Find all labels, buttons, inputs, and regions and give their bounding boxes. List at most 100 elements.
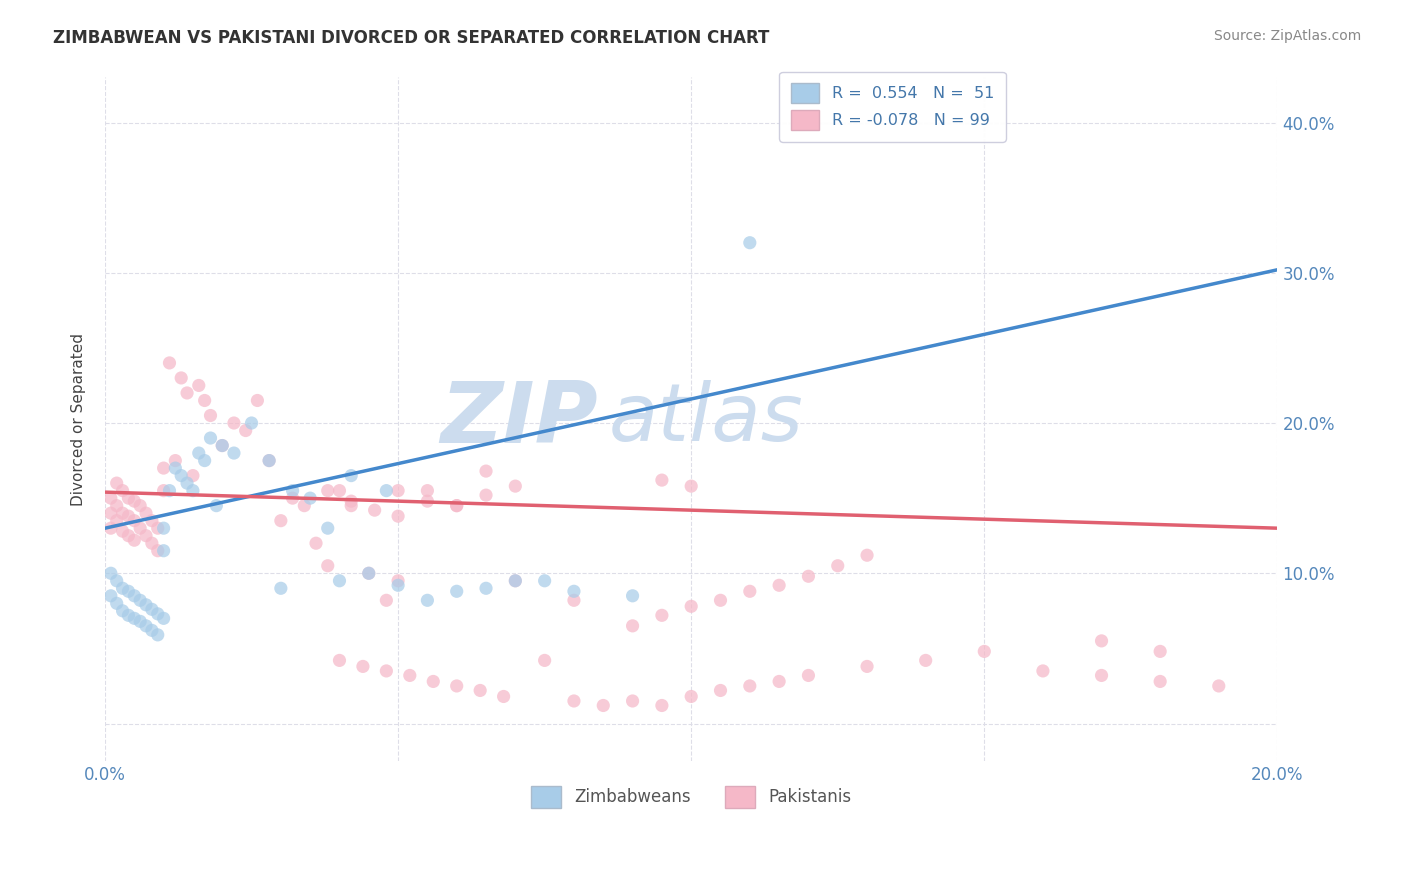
Point (375, 593, 398, 607)
Point (141, 536, 163, 550)
Point (562, 584, 585, 599)
Point (200, 431, 222, 445)
Point (352, 659, 374, 673)
Y-axis label: Divorced or Separated: Divorced or Separated (72, 333, 86, 506)
Point (117, 608, 139, 623)
Point (170, 371, 193, 385)
Point (446, 679, 468, 693)
Point (621, 619, 644, 633)
Point (768, 578, 790, 592)
Point (246, 393, 269, 408)
Point (357, 566, 380, 581)
Point (152, 521, 174, 535)
Point (651, 608, 673, 623)
Point (200, 409, 222, 423)
Point (340, 468, 363, 483)
Point (738, 235, 761, 250)
Point (1032, 664, 1054, 678)
Point (222, 416, 245, 430)
Point (117, 584, 139, 599)
Point (1149, 644, 1171, 658)
Point (446, 499, 468, 513)
Point (768, 674, 790, 689)
Point (270, 514, 292, 528)
Point (124, 611, 146, 625)
Point (316, 521, 339, 535)
Point (387, 578, 409, 592)
Point (211, 438, 233, 452)
Text: ZIMBABWEAN VS PAKISTANI DIVORCED OR SEPARATED CORRELATION CHART: ZIMBABWEAN VS PAKISTANI DIVORCED OR SEPA… (53, 29, 770, 46)
Point (105, 499, 128, 513)
Point (281, 483, 304, 498)
Point (176, 386, 198, 401)
Point (797, 668, 820, 682)
Point (146, 521, 169, 535)
Point (328, 483, 350, 498)
Point (146, 628, 169, 642)
Point (1090, 633, 1112, 648)
Point (111, 524, 134, 539)
Point (533, 574, 555, 588)
Point (146, 543, 169, 558)
Point (222, 446, 245, 460)
Point (100, 589, 122, 603)
Point (181, 483, 204, 498)
Point (475, 488, 498, 502)
Point (328, 574, 350, 588)
Point (124, 589, 146, 603)
Point (100, 521, 122, 535)
Point (681, 690, 703, 704)
Text: ZIP: ZIP (440, 377, 598, 461)
Point (105, 596, 128, 610)
Point (257, 453, 280, 467)
Point (305, 536, 328, 550)
Point (129, 615, 152, 629)
Point (240, 416, 263, 430)
Point (124, 514, 146, 528)
Point (165, 453, 187, 467)
Point (211, 438, 233, 452)
Point (124, 494, 146, 508)
Point (152, 611, 174, 625)
Point (129, 593, 152, 607)
Point (299, 491, 322, 505)
Point (316, 483, 339, 498)
Point (470, 683, 492, 698)
Point (856, 659, 879, 673)
Point (124, 533, 146, 548)
Point (165, 461, 187, 475)
Point (105, 476, 128, 491)
Point (1090, 668, 1112, 682)
Point (681, 599, 703, 614)
Point (533, 653, 555, 667)
Point (100, 566, 122, 581)
Point (100, 506, 122, 520)
Point (621, 694, 644, 708)
Point (292, 499, 315, 513)
Point (375, 664, 398, 678)
Point (387, 574, 409, 588)
Point (194, 393, 217, 408)
Point (592, 698, 614, 713)
Point (141, 602, 163, 616)
Point (416, 483, 439, 498)
Point (914, 653, 936, 667)
Point (152, 543, 174, 558)
Point (398, 668, 420, 682)
Legend: Zimbabweans, Pakistanis: Zimbabweans, Pakistanis (524, 780, 858, 814)
Point (422, 674, 444, 689)
Point (709, 593, 731, 607)
Point (340, 494, 363, 508)
Point (111, 582, 134, 596)
Point (973, 644, 995, 658)
Point (738, 584, 761, 599)
Point (135, 598, 157, 612)
Point (105, 514, 128, 528)
Point (387, 483, 409, 498)
Point (651, 473, 673, 487)
Point (562, 593, 585, 607)
Point (357, 566, 380, 581)
Point (117, 509, 139, 524)
Text: atlas: atlas (609, 380, 804, 458)
Point (135, 506, 157, 520)
